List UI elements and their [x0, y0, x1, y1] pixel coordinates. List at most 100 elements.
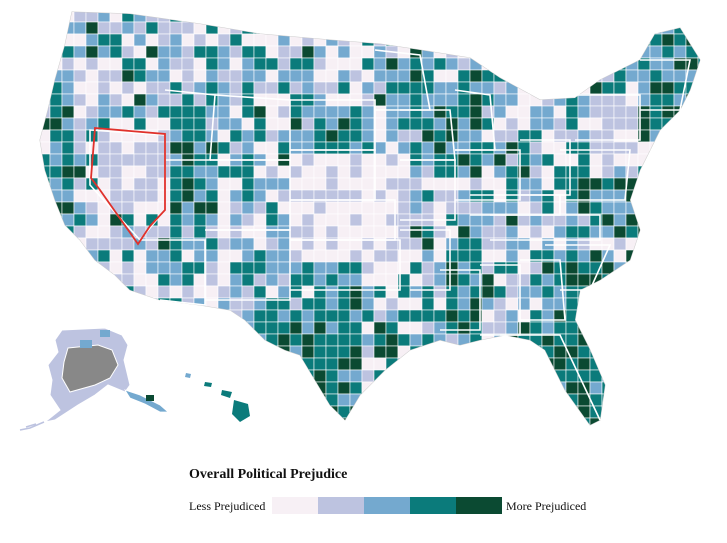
county-cell [409, 249, 423, 263]
county-cell [337, 273, 351, 287]
county-cell [421, 393, 435, 407]
county-cell [673, 237, 687, 251]
county-cell [553, 165, 567, 179]
county-cell [277, 105, 291, 119]
county-cell [169, 225, 183, 239]
county-cell [157, 189, 171, 203]
county-cell [253, 225, 267, 239]
county-cell [289, 225, 303, 239]
county-cell [553, 273, 567, 287]
county-cell [505, 201, 519, 215]
county-cell [169, 381, 183, 395]
county-cell [493, 369, 507, 383]
county-cell [49, 45, 63, 59]
county-cell [193, 357, 207, 371]
county-cell [457, 93, 471, 107]
county-cell [625, 261, 639, 275]
county-cell [553, 381, 567, 395]
county-cell [253, 105, 267, 119]
county-cell [589, 153, 603, 167]
county-cell [181, 189, 195, 203]
county-cell [529, 357, 543, 371]
county-cell [553, 393, 567, 407]
county-cell [421, 45, 435, 59]
county-cell [685, 369, 699, 383]
county-cell [517, 405, 531, 419]
county-cell [505, 69, 519, 83]
county-cell [577, 177, 591, 191]
county-cell [289, 213, 303, 227]
county-cell [169, 333, 183, 347]
county-cell [433, 357, 447, 371]
county-cell [541, 297, 555, 311]
county-cell [145, 153, 159, 167]
county-cell [181, 213, 195, 227]
county-cell [409, 189, 423, 203]
county-cell [421, 129, 435, 143]
county-cell [241, 189, 255, 203]
county-cell [313, 345, 327, 359]
county-cell [61, 225, 75, 239]
county-cell [40, 369, 51, 383]
county-cell [229, 81, 243, 95]
county-cell [385, 69, 399, 83]
county-cell [649, 117, 663, 131]
county-cell [85, 21, 99, 35]
county-cell [289, 201, 303, 215]
county-cell [337, 177, 351, 191]
county-cell [685, 129, 699, 143]
county-cell [301, 21, 315, 35]
county-cell [373, 393, 387, 407]
county-cell [649, 405, 663, 419]
county-cell [289, 81, 303, 95]
county-cell [349, 357, 363, 371]
county-cell [241, 213, 255, 227]
county-cell [337, 33, 351, 47]
county-cell [613, 405, 627, 419]
county-cell [229, 129, 243, 143]
county-cell [385, 381, 399, 395]
county-cell [601, 357, 615, 371]
county-cell [625, 201, 639, 215]
county-cell [40, 261, 51, 275]
county-cell [385, 369, 399, 383]
county-cell [661, 393, 675, 407]
county-cell [313, 309, 327, 323]
county-cell [637, 309, 651, 323]
county-cell [301, 201, 315, 215]
county-cell [97, 165, 111, 179]
county-cell [637, 357, 651, 371]
county-cell [541, 393, 555, 407]
county-cell [373, 369, 387, 383]
county-cell [697, 12, 700, 23]
county-cell [697, 213, 700, 227]
county-cell [205, 81, 219, 95]
county-cell [73, 93, 87, 107]
county-cell [61, 57, 75, 71]
county-cell [697, 333, 700, 347]
county-cell [40, 237, 51, 251]
county-cell [193, 417, 207, 425]
county-cell [625, 321, 639, 335]
county-cell [601, 177, 615, 191]
county-cell [325, 261, 339, 275]
county-cell [613, 141, 627, 155]
county-cell [481, 153, 495, 167]
county-cell [433, 177, 447, 191]
county-cell [157, 12, 171, 23]
county-cell [481, 33, 495, 47]
county-cell [493, 393, 507, 407]
county-cell [61, 213, 75, 227]
county-cell [265, 273, 279, 287]
county-cell [61, 69, 75, 83]
county-cell [253, 33, 267, 47]
county-cell [541, 369, 555, 383]
county-cell [265, 69, 279, 83]
county-cell [697, 381, 700, 395]
county-cell [337, 369, 351, 383]
county-cell [613, 261, 627, 275]
county-cell [121, 297, 135, 311]
county-cell [157, 93, 171, 107]
county-cell [373, 309, 387, 323]
county-cell [673, 357, 687, 371]
